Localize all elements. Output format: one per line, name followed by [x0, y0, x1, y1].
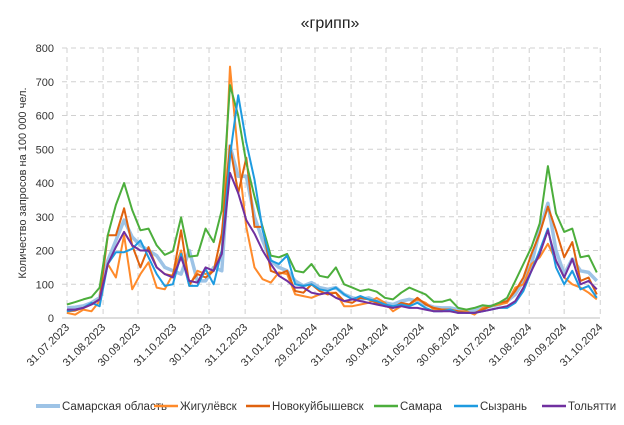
legend-label: Самара	[400, 401, 443, 413]
y-tick-label: 0	[48, 313, 54, 325]
legend-label: Тольятти	[568, 401, 616, 413]
legend-label: Самарская область	[62, 401, 167, 413]
series-6	[66, 171, 598, 314]
y-axis-ticks: 0 100 200 300 400 500 600 700 800	[36, 43, 54, 325]
y-tick-label: 600	[36, 111, 54, 123]
y-tick-label: 800	[36, 43, 54, 55]
series-line	[66, 84, 598, 311]
gridlines	[62, 47, 601, 318]
legend-label: Новокуйбышевск	[272, 401, 365, 413]
chart-title: «грипп»	[301, 15, 360, 32]
legend: Самарская область Жигулёвск Новокуйбышевск…	[36, 401, 616, 413]
legend-item: Сызрань	[454, 401, 527, 413]
y-axis-label: Количество запросов на 100 000 чел.	[17, 87, 29, 278]
y-tick-label: 700	[36, 77, 54, 89]
y-tick-label: 400	[36, 178, 54, 190]
legend-label: Жигулёвск	[180, 401, 238, 413]
x-axis-ticks: 31.07.202331.08.202330.09.202331.10.2023…	[25, 322, 606, 369]
series-line	[66, 94, 598, 314]
y-tick-label: 300	[36, 212, 54, 224]
y-tick-label: 500	[36, 144, 54, 156]
series-4	[66, 84, 598, 311]
y-tick-label: 200	[36, 246, 54, 258]
series-lines	[66, 65, 599, 316]
legend-item: Самара	[374, 401, 443, 413]
series-line	[67, 171, 598, 314]
legend-item: Новокуйбышевск	[246, 401, 365, 413]
legend-label: Сызрань	[480, 401, 527, 413]
legend-item: Тольятти	[542, 401, 616, 413]
series-5	[66, 94, 598, 314]
legend-item: Самарская область	[36, 401, 167, 413]
legend-item: Жигулёвск	[154, 401, 238, 413]
y-tick-label: 100	[36, 279, 54, 291]
